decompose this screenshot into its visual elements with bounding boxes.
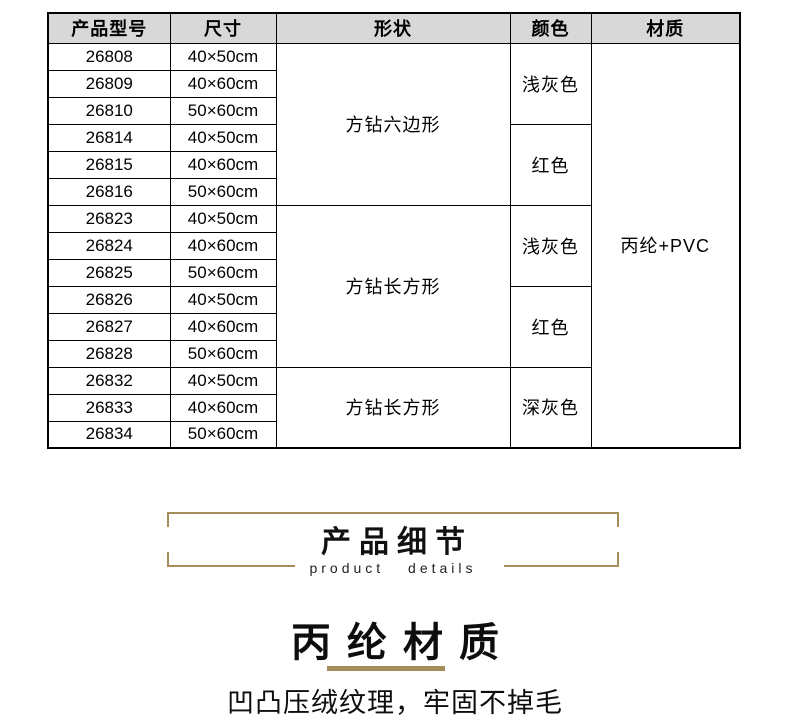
header-color: 颜色 bbox=[509, 12, 592, 44]
size-cell: 50×60cm bbox=[169, 420, 277, 449]
table-row: 26832 40×50cm 方钻长方形 深灰色 bbox=[47, 366, 740, 449]
table-row: 26809 40×60cm bbox=[47, 69, 740, 98]
frame-top-line bbox=[167, 512, 619, 514]
model-cell: 26828 bbox=[47, 339, 171, 368]
model-cell: 26816 bbox=[47, 177, 171, 206]
size-cell: 40×60cm bbox=[169, 312, 277, 341]
model-cell: 26824 bbox=[47, 231, 171, 260]
table-row: 26816 50×60cm bbox=[47, 177, 740, 206]
table-row: 26828 50×60cm bbox=[47, 339, 740, 368]
size-cell: 50×60cm bbox=[169, 96, 277, 125]
size-cell: 40×60cm bbox=[169, 150, 277, 179]
table-row: 26823 40×50cm 方钻长方形 浅灰色 bbox=[47, 204, 740, 368]
size-cell: 50×60cm bbox=[169, 339, 277, 368]
size-cell: 50×60cm bbox=[169, 258, 277, 287]
header-material: 材质 bbox=[590, 12, 741, 44]
table-row: 26826 40×50cm 红色 bbox=[47, 285, 740, 368]
size-cell: 40×60cm bbox=[169, 231, 277, 260]
shape-cell: 方钻长方形 bbox=[275, 366, 511, 449]
model-cell: 26827 bbox=[47, 312, 171, 341]
header-size: 尺寸 bbox=[169, 12, 277, 44]
model-cell: 26823 bbox=[47, 204, 171, 233]
model-cell: 26832 bbox=[47, 366, 171, 395]
size-cell: 40×50cm bbox=[169, 285, 277, 314]
feature-title: 丙纶材质 bbox=[291, 621, 515, 665]
table-row: 26825 50×60cm bbox=[47, 258, 740, 287]
model-cell: 26834 bbox=[47, 420, 171, 449]
size-cell: 40×50cm bbox=[169, 42, 277, 71]
table-header-row: 产品型号 尺寸 形状 颜色 材质 bbox=[47, 12, 741, 44]
table-row: 26808 40×50cm 方钻六边形 浅灰色 丙纶+PVC bbox=[47, 42, 741, 449]
color-cell: 深灰色 bbox=[509, 366, 592, 449]
table-row: 26810 50×60cm bbox=[47, 96, 740, 125]
header-shape: 形状 bbox=[275, 12, 511, 44]
size-cell: 40×50cm bbox=[169, 123, 277, 152]
table-row: 26827 40×60cm bbox=[47, 312, 740, 341]
size-cell: 40×60cm bbox=[169, 69, 277, 98]
size-cell: 40×50cm bbox=[169, 366, 277, 395]
size-cell: 40×60cm bbox=[169, 393, 277, 422]
frame-bottom-right-line bbox=[504, 565, 619, 567]
model-cell: 26814 bbox=[47, 123, 171, 152]
model-cell: 26810 bbox=[47, 96, 171, 125]
frame-corner-top-right bbox=[617, 512, 619, 527]
shape-cell: 方钻长方形 bbox=[275, 204, 511, 368]
color-cell: 红色 bbox=[509, 285, 592, 368]
model-cell: 26826 bbox=[47, 285, 171, 314]
material-cell: 丙纶+PVC bbox=[590, 42, 741, 449]
frame-corner-bottom-right bbox=[617, 552, 619, 567]
size-cell: 50×60cm bbox=[169, 177, 277, 206]
frame-bottom-left-line bbox=[167, 565, 295, 567]
header-model: 产品型号 bbox=[47, 12, 171, 44]
shape-cell: 方钻六边形 bbox=[275, 42, 511, 206]
color-cell: 浅灰色 bbox=[509, 42, 592, 125]
model-cell: 26808 bbox=[47, 42, 171, 71]
table-row: 26824 40×60cm bbox=[47, 231, 740, 260]
section-header: 产品细节 product details bbox=[167, 512, 619, 576]
table-row: 26834 50×60cm bbox=[47, 420, 740, 449]
feature-title-underline bbox=[327, 666, 445, 671]
model-cell: 26833 bbox=[47, 393, 171, 422]
size-cell: 40×50cm bbox=[169, 204, 277, 233]
section-title: 产品细节 bbox=[321, 526, 473, 559]
section-subtitle: product details bbox=[309, 560, 477, 576]
table-row: 26815 40×60cm bbox=[47, 150, 740, 179]
table-row: 26814 40×50cm 红色 bbox=[47, 123, 740, 206]
product-spec-table: 产品型号 尺寸 形状 颜色 材质 26808 40×50cm 方钻六边形 浅灰色… bbox=[47, 12, 741, 449]
model-cell: 26815 bbox=[47, 150, 171, 179]
table-row: 26833 40×60cm bbox=[47, 393, 740, 422]
frame-corner-top-left bbox=[167, 512, 169, 527]
model-cell: 26809 bbox=[47, 69, 171, 98]
frame-corner-bottom-left bbox=[167, 552, 169, 567]
color-cell: 浅灰色 bbox=[509, 204, 592, 287]
feature-description: 凹凸压绒纹理，牢固不掉毛 bbox=[227, 688, 563, 718]
color-cell: 红色 bbox=[509, 123, 592, 206]
model-cell: 26825 bbox=[47, 258, 171, 287]
